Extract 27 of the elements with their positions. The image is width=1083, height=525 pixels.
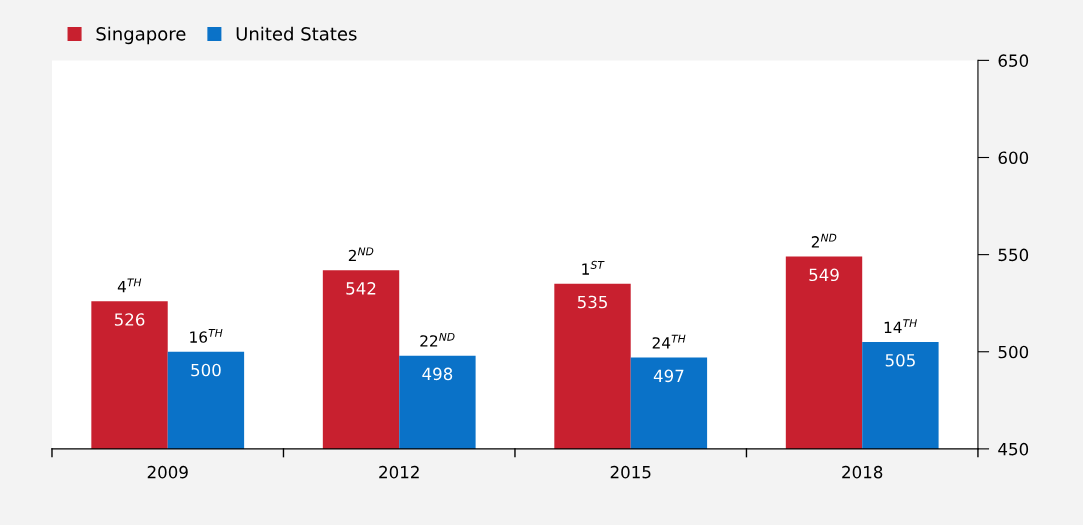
x-tick-label: 2012 <box>379 465 419 479</box>
data-label: 549 <box>809 268 839 282</box>
annotation: 2$^{ND}$ <box>811 233 837 248</box>
data-label: 526 <box>114 313 145 326</box>
annotation: 2$^{ND}$ <box>348 247 374 262</box>
x-tick-label: 2015 <box>610 465 651 479</box>
x-tick-label: 2018 <box>842 465 883 479</box>
y-tick-label: 450 <box>998 442 1029 456</box>
annotation: 16$^{TH}$ <box>190 329 223 343</box>
legend-label: Singapore <box>96 26 186 45</box>
annotation: 24$^{TH}$ <box>652 334 686 349</box>
data-label: 535 <box>577 295 607 309</box>
x-tick-label: 2009 <box>147 465 188 479</box>
data-label: 497 <box>653 369 684 383</box>
y-tick-label: 550 <box>998 248 1029 262</box>
data-label: 505 <box>885 353 915 367</box>
annotation: 22$^{ND}$ <box>420 332 455 347</box>
y-tick-label: 500 <box>998 345 1029 359</box>
annotation: 1$^{ST}$ <box>582 260 605 275</box>
y-tick-label: 600 <box>998 151 1029 165</box>
annotation: 14$^{TH}$ <box>884 319 917 333</box>
data-label: 542 <box>346 282 376 295</box>
data-label: 500 <box>191 363 221 377</box>
annotation: 4$^{TH}$ <box>117 278 142 293</box>
y-tick-label: 650 <box>998 54 1029 67</box>
legend-label: United States <box>236 26 357 41</box>
data-label: 498 <box>422 367 453 381</box>
